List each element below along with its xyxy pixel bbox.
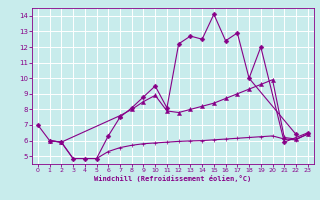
X-axis label: Windchill (Refroidissement éolien,°C): Windchill (Refroidissement éolien,°C) xyxy=(94,175,252,182)
